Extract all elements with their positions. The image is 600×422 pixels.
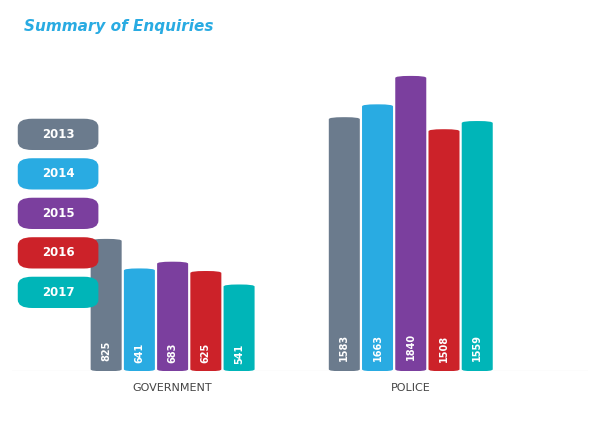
FancyBboxPatch shape [18,158,98,189]
FancyBboxPatch shape [190,271,221,371]
Text: 625: 625 [201,343,211,363]
Text: 2016: 2016 [42,246,74,260]
FancyBboxPatch shape [18,198,98,229]
FancyBboxPatch shape [428,129,460,371]
FancyBboxPatch shape [18,237,98,268]
FancyBboxPatch shape [124,268,155,371]
Text: 825: 825 [101,341,111,361]
FancyBboxPatch shape [395,76,426,371]
FancyBboxPatch shape [18,119,98,150]
Text: GOVERNMENT: GOVERNMENT [133,383,212,392]
FancyBboxPatch shape [18,277,98,308]
Text: 1508: 1508 [439,335,449,362]
Text: 1583: 1583 [340,334,349,361]
Text: 641: 641 [134,343,145,363]
Text: 2014: 2014 [42,168,74,180]
Text: 683: 683 [167,342,178,362]
FancyBboxPatch shape [224,284,254,371]
Text: 1840: 1840 [406,333,416,360]
Text: 2017: 2017 [42,286,74,299]
FancyBboxPatch shape [362,104,393,371]
Text: 2013: 2013 [42,128,74,141]
Text: 2015: 2015 [42,207,74,220]
FancyBboxPatch shape [91,239,122,371]
FancyBboxPatch shape [157,262,188,371]
Text: 1559: 1559 [472,334,482,361]
Text: 1663: 1663 [373,334,383,361]
FancyBboxPatch shape [329,117,360,371]
FancyBboxPatch shape [462,121,493,371]
Text: POLICE: POLICE [391,383,431,392]
Text: Summary of Enquiries: Summary of Enquiries [23,19,213,34]
Text: 541: 541 [234,344,244,365]
